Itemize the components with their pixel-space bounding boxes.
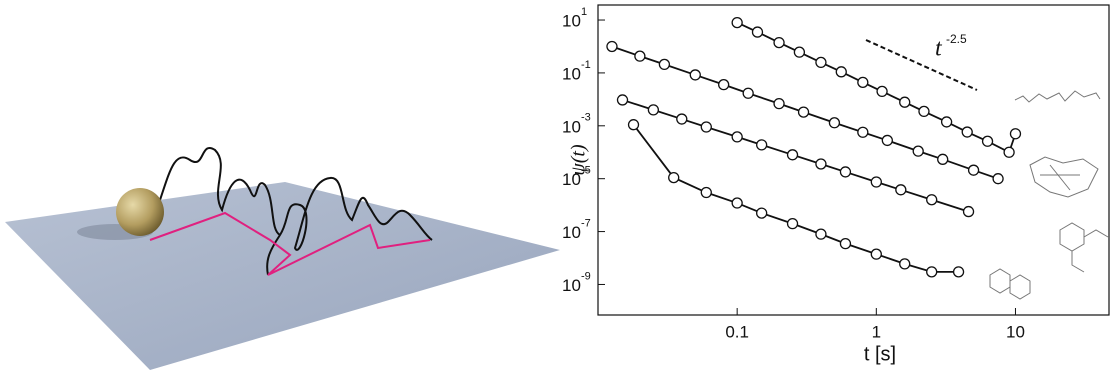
data-point [969,165,979,175]
data-point [732,132,742,142]
figure: t -2.5 t [s] ψ(t) 0.111010110-110-310-51… [0,0,1110,374]
series-line [634,125,959,272]
data-point [816,159,826,169]
data-point [732,18,742,28]
annotation-exponent: -2.5 [946,32,967,46]
data-point [629,120,639,130]
y-tick-label: 10 [562,170,581,189]
data-point [938,154,948,164]
data-point [1010,129,1020,139]
data-point [677,114,687,124]
data-point [858,127,868,137]
molecule [1015,91,1100,102]
x-tick-label: 10 [1006,322,1025,341]
molecules [990,91,1108,299]
data-point [927,195,937,205]
page: {"chart_data":{"type":"scatter","log_x":… [0,0,1110,374]
data-point [816,229,826,239]
data-point [882,135,892,145]
data-point [757,140,767,150]
data-point [794,47,804,57]
data-point [635,51,645,61]
annotation: t [935,36,943,62]
y-tick-exponent: -1 [581,59,591,71]
molecule [1060,223,1108,272]
bead [116,188,164,236]
data-point [701,122,711,132]
data-point [757,208,767,218]
data-point [732,198,742,208]
data-point [927,267,937,277]
data-point [618,95,628,105]
data-point [919,106,929,116]
data-point [913,146,923,156]
data-point [774,99,784,109]
y-tick-exponent: -9 [581,270,591,282]
data-point [799,107,809,117]
data-point [774,38,784,48]
data-point [607,41,617,51]
data-point [954,267,964,277]
data-point [840,167,850,177]
data-point [942,117,952,127]
guide-line [866,40,977,90]
data-point [701,188,711,198]
plot-frame [598,5,1109,315]
x-axis-label: t [s] [864,343,896,365]
data-point [900,97,910,107]
data-point [669,173,679,183]
data-point [871,177,881,187]
data-point [877,86,887,96]
data-point [896,185,906,195]
data-point [719,80,729,90]
data-point [836,67,846,77]
y-tick-exponent: -7 [581,217,591,229]
data-point [962,127,972,137]
y-tick-label: 10 [562,117,581,136]
data-point [690,70,700,80]
illustration [5,148,560,370]
y-tick-exponent: -5 [581,165,591,177]
surface [5,182,560,370]
data-point [964,207,974,217]
data-point [983,136,993,146]
data-point [858,77,868,87]
data-point [993,174,1003,184]
data-point [829,118,839,128]
x-tick-label: 0.1 [725,322,749,341]
y-tick-label: 10 [562,223,581,242]
y-tick-exponent: -3 [581,112,591,124]
molecule [990,269,1030,299]
data-point [840,239,850,249]
data-point [788,219,798,229]
x-tick-label: 1 [872,322,881,341]
y-tick-label: 10 [562,64,581,83]
molecule [1030,157,1098,197]
y-tick-label: 10 [562,276,581,295]
data-point [752,27,762,37]
data-point [1004,147,1014,157]
y-tick-exponent: 1 [581,6,587,18]
data-point [659,59,669,69]
data-point [788,150,798,160]
y-tick-label: 10 [562,12,581,31]
data-point [648,105,658,115]
data-point [743,88,753,98]
data-point [871,249,881,259]
data-point [900,259,910,269]
data-point [816,57,826,67]
